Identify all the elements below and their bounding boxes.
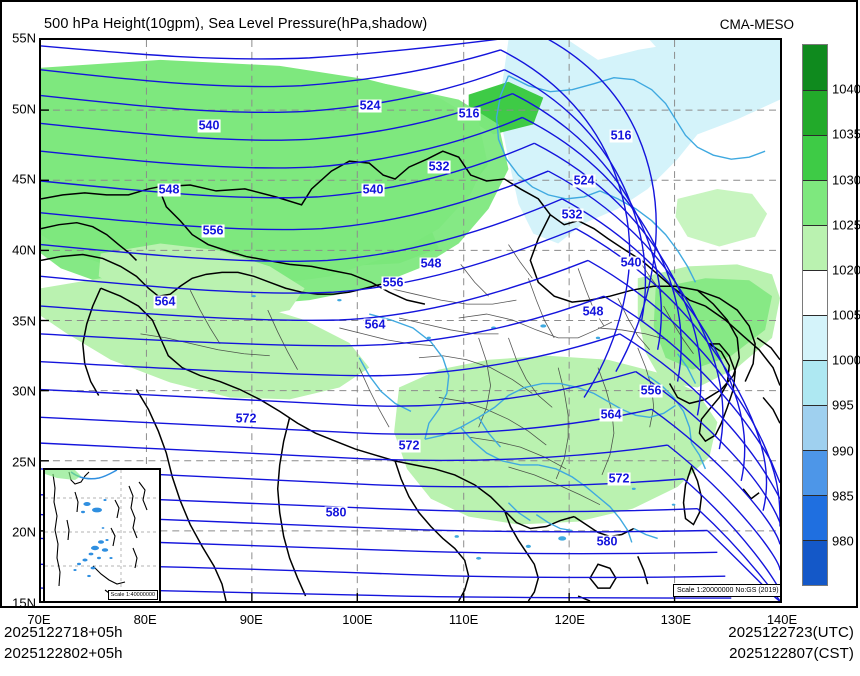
footer-left-line1: 2025122718+05h	[4, 624, 123, 641]
y-tick-35N: 35N	[12, 313, 36, 328]
outer-frame	[0, 0, 858, 608]
footer-right-line1: 2025122723(UTC)	[728, 624, 854, 641]
footer: 2025122718+05h 2025122802+05h 2025122723…	[0, 624, 858, 674]
colorbar-band-8	[803, 405, 827, 450]
colorbar-band-3	[803, 180, 827, 225]
contour-label: 532	[560, 207, 584, 222]
x-tick-120E: 120E	[554, 612, 585, 627]
contour-label: 580	[324, 505, 348, 520]
colorbar-band-1	[803, 90, 827, 135]
colorbar-tick-1000: 1000	[832, 352, 860, 368]
contour-label: 556	[639, 383, 663, 398]
colorbar-band-2	[803, 135, 827, 180]
y-tick-55N: 55N	[12, 30, 36, 46]
colorbar-tick-990: 990	[832, 443, 854, 458]
colorbar-tick-1005: 1005	[832, 307, 860, 323]
contour-label: 540	[619, 255, 643, 270]
contour-label: 540	[197, 118, 221, 133]
lakes	[251, 295, 676, 560]
x-tick-80E: 80E	[133, 612, 157, 627]
contour-label: 548	[581, 304, 605, 319]
y-tick-50N: 50N	[12, 101, 36, 117]
colorbar-band-0	[803, 45, 827, 90]
contour-label: 540	[361, 182, 385, 197]
inset-map-canvas	[45, 470, 159, 601]
y-tick-25N: 25N	[12, 454, 36, 470]
colorbar-tick-980: 980	[832, 533, 854, 549]
y-tick-40N: 40N	[12, 242, 36, 258]
rivers	[358, 75, 766, 543]
colorbar-tick-985: 985	[832, 488, 854, 504]
y-tick-20N: 20N	[12, 524, 36, 540]
model-label: CMA-MESO	[719, 17, 794, 32]
contour-label: 572	[607, 471, 631, 486]
colorbar-band-10	[803, 495, 827, 540]
pressure-colorbar[interactable]	[802, 44, 828, 586]
inset-scale-note: Scale 1:40000000	[107, 590, 158, 600]
colorbar-tick-995: 995	[832, 397, 854, 413]
colorbar-band-11	[803, 540, 827, 585]
colorbar-band-6	[803, 315, 827, 360]
y-tick-45N: 45N	[12, 171, 36, 187]
footer-left-line2: 2025122802+05h	[4, 645, 123, 662]
colorbar-band-5	[803, 270, 827, 315]
colorbar-band-4	[803, 225, 827, 270]
contour-label: 548	[419, 256, 443, 271]
colorbar-band-9	[803, 450, 827, 495]
x-tick-140E: 140E	[766, 612, 798, 627]
contour-label: 532	[427, 159, 451, 174]
contour-label: 580	[595, 534, 619, 549]
inset-map-south-china-sea[interactable]: Scale 1:40000000	[43, 468, 161, 601]
shading-green-pale	[41, 243, 370, 400]
x-tick-90E: 90E	[239, 612, 263, 627]
contour-label: 572	[234, 411, 258, 426]
contour-label: 548	[157, 182, 181, 197]
map-plot-area[interactable]: 540 524 516 516 548 540 532 524 532 556 548 540 556 5…	[39, 38, 782, 603]
contour-label: 572	[397, 438, 421, 453]
contour-label: 516	[457, 106, 481, 121]
colorbar-tick-1035: 1035	[832, 126, 860, 142]
contour-label: 556	[201, 223, 225, 238]
y-tick-30N: 30N	[12, 383, 36, 399]
contour-label: 556	[381, 275, 405, 290]
x-tick-110E: 110E	[448, 612, 479, 627]
map-canvas	[41, 40, 780, 601]
contour-label: 524	[358, 98, 382, 113]
contour-label: 564	[599, 407, 623, 422]
x-tick-70E: 70E	[27, 612, 51, 627]
map-scale-note: Scale 1:20000000 No:GS (2019) 1786	[673, 584, 780, 597]
contour-label: 524	[572, 173, 596, 188]
colorbar-tick-1030: 1030	[832, 172, 860, 187]
axis-ticks	[41, 109, 676, 601]
contour-label: 564	[363, 317, 387, 332]
colorbar-band-7	[803, 360, 827, 405]
colorbar-tick-1025: 1025	[832, 217, 860, 233]
x-tick-100E: 100E	[342, 612, 373, 627]
contour-label: 564	[153, 294, 177, 309]
x-tick-130E: 130E	[660, 612, 692, 627]
footer-right-line2: 2025122807(CST)	[729, 645, 854, 662]
contour-label: 516	[609, 128, 633, 143]
page-title: 500 hPa Height(10gpm), Sea Level Pressur…	[44, 16, 428, 32]
national-borders	[41, 150, 780, 601]
y-tick-15N: 15N	[12, 595, 36, 611]
colorbar-tick-1020: 1020	[832, 262, 860, 278]
colorbar-tick-1040: 1040	[832, 81, 860, 97]
